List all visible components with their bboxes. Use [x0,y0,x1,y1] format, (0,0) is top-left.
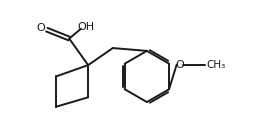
Text: O: O [176,60,184,70]
Text: CH₃: CH₃ [207,60,226,70]
Text: OH: OH [78,22,95,32]
Text: O: O [36,23,45,33]
